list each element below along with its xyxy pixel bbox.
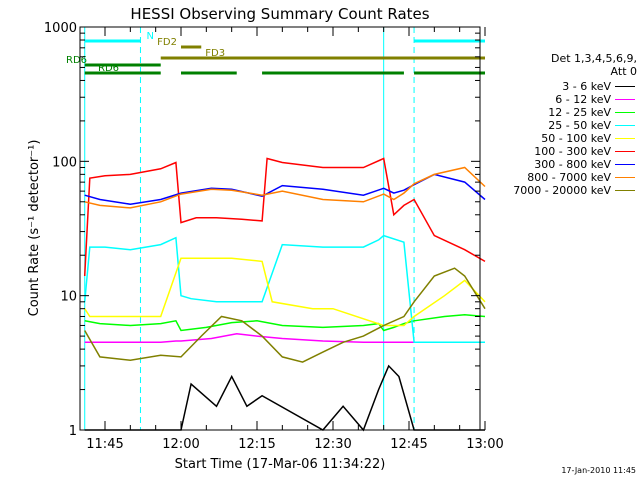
x-tick-label-0: 11:45 bbox=[86, 437, 123, 452]
series-line-8 bbox=[84, 267, 486, 363]
series-line-0 bbox=[84, 364, 485, 432]
plot-frame bbox=[79, 26, 481, 431]
legend-label: 6 - 12 keV bbox=[555, 93, 611, 106]
legend-swatch bbox=[615, 86, 635, 87]
legend-label: 50 - 100 keV bbox=[541, 132, 611, 145]
legend-swatch bbox=[615, 112, 635, 113]
legend-swatch bbox=[615, 138, 635, 139]
x-tick-label-1: 12:00 bbox=[162, 437, 199, 452]
x-tick-label-3: 12:30 bbox=[314, 437, 351, 452]
legend-swatch bbox=[615, 190, 635, 191]
legend-entry-8: 7000 - 20000 keV bbox=[485, 184, 637, 197]
legend-entry-3: 25 - 50 keV bbox=[485, 119, 637, 132]
legend-label: 7000 - 20000 keV bbox=[513, 184, 611, 197]
series-line-3 bbox=[83, 234, 485, 344]
y-axis-label: Count Rate (s⁻¹ detector⁻¹) bbox=[27, 140, 42, 317]
legend-swatch bbox=[615, 151, 635, 152]
y-tick-label-2: 100 bbox=[52, 155, 77, 170]
legend-label: 25 - 50 keV bbox=[548, 119, 611, 132]
legend-label: 300 - 800 keV bbox=[534, 158, 611, 171]
plot-area: N FD2 FD3 RD6 RD6 1 10 100 1000 11:45 12:00 12:15 12… bbox=[44, 21, 504, 452]
legend-entry-0: 3 - 6 keV bbox=[485, 80, 637, 93]
legend-label: 12 - 25 keV bbox=[548, 106, 611, 119]
annotation-label-2: FD3 bbox=[205, 48, 225, 59]
legend: Det 1,3,4,5,6,9, Att 0 3 - 6 keV 6 - 12 k… bbox=[485, 52, 637, 197]
annotation-label-0: N bbox=[146, 31, 153, 42]
y-tick-label-0: 1 bbox=[69, 424, 77, 439]
legend-entry-5: 100 - 300 keV bbox=[485, 145, 637, 158]
x-tick-label-5: 13:00 bbox=[466, 437, 503, 452]
legend-swatch bbox=[615, 99, 635, 100]
y-tick-label-3: 1000 bbox=[44, 21, 77, 36]
chart-title: HESSI Observing Summary Count Rates bbox=[130, 5, 429, 23]
series-line-5 bbox=[83, 157, 486, 277]
legend-swatch bbox=[615, 164, 635, 165]
series-line-4 bbox=[84, 257, 486, 327]
annotation-label-1: FD2 bbox=[157, 37, 177, 48]
series-line-1 bbox=[84, 333, 485, 344]
series-line-7 bbox=[84, 166, 486, 209]
legend-label: 100 - 300 keV bbox=[534, 145, 611, 158]
x-axis-label: Start Time (17-Mar-06 11:34:22) bbox=[175, 457, 386, 472]
annotation-label-3: RD6 bbox=[66, 55, 87, 66]
legend-entry-7: 800 - 7000 keV bbox=[485, 171, 637, 184]
legend-header-1: Det 1,3,4,5,6,9, bbox=[550, 52, 637, 65]
legend-swatch bbox=[615, 177, 635, 178]
legend-entry-6: 300 - 800 keV bbox=[485, 158, 637, 171]
legend-entry-2: 12 - 25 keV bbox=[485, 106, 637, 119]
x-tick-label-2: 12:15 bbox=[238, 437, 275, 452]
legend-entry-1: 6 - 12 keV bbox=[485, 93, 637, 106]
legend-header-2: Att 0 bbox=[610, 65, 637, 78]
timestamp: 17-Jan-2010 11:45 bbox=[561, 466, 636, 475]
legend-entry-4: 50 - 100 keV bbox=[485, 132, 637, 145]
x-tick-label-4: 12:45 bbox=[390, 437, 427, 452]
legend-label: 3 - 6 keV bbox=[562, 80, 611, 93]
legend-label: 800 - 7000 keV bbox=[527, 171, 611, 184]
legend-swatch bbox=[615, 125, 635, 126]
annotation-label-4: RD6 bbox=[98, 63, 119, 74]
y-tick-label-1: 10 bbox=[60, 290, 77, 305]
